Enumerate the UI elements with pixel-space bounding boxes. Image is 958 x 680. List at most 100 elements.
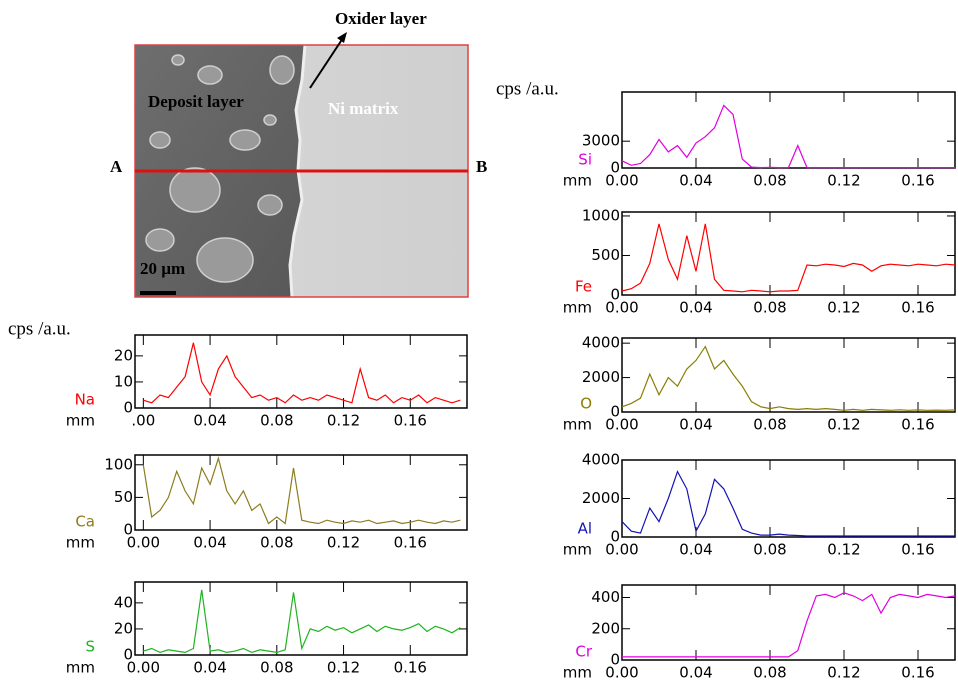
x-tick-label: 0.16 [394,412,427,430]
y-tick-label: 0 [610,528,620,546]
y-tick-label: 0 [610,286,620,304]
profile-line [621,223,956,293]
line-chart: 0 200 400 0.00 0.04 0.08 0.12 0.16 Cr mm [563,584,956,680]
matrix-label: Ni matrix [328,99,399,118]
x-tick-label: .00 [131,412,155,430]
y-tick-label: 0 [610,403,620,421]
x-tick-label: 0.04 [193,659,226,677]
x-tick-label: 0.16 [394,659,427,677]
x-tick-label: 0.12 [327,659,360,677]
profile-line [143,342,461,404]
oxide-label: Oxider layer [335,9,427,28]
profile-line [622,592,956,658]
plot-frame [621,91,956,169]
element-label: Ca [75,513,95,531]
profile-line [621,470,955,537]
x-axis-label: mm [66,659,95,677]
y-tick-label: 1000 [582,206,620,224]
x-axis-label: mm [563,664,592,680]
x-tick-label: 0.04 [679,299,712,317]
x-tick-label: 0.12 [827,416,860,434]
arrow-head [337,32,347,43]
line-chart: 0 2000 4000 0.00 0.04 0.08 0.12 0.16 Al mm [563,451,956,559]
y-tick-label: 3000 [582,132,620,150]
y-tick-label: 2000 [582,489,620,507]
x-tick-label: 0.00 [605,541,638,559]
element-label: Na [75,391,95,409]
x-tick-label: 0.08 [260,412,293,430]
x-tick-label: 0.12 [827,172,860,190]
x-tick-label: 0.00 [605,416,638,434]
x-tick-label: 0.12 [827,541,860,559]
x-tick-label: 0.00 [605,664,638,680]
element-label: Fe [575,278,592,296]
plot-frame [621,211,956,296]
deposit-label: Deposit layer [148,92,244,111]
y-tick-label: 0 [123,646,133,664]
plot-frame [621,459,956,538]
x-tick-label: 0.04 [679,541,712,559]
element-label: Cr [575,643,592,661]
x-tick-label: 0.16 [901,664,934,680]
x-tick-label: 0.04 [679,664,712,680]
pointer-arrow [309,37,344,89]
y-tick-label: 0 [610,159,620,177]
x-tick-label: 0.12 [827,299,860,317]
x-tick-label: 0.04 [679,416,712,434]
profile-line [143,589,461,654]
x-tick-label: 0.00 [605,299,638,317]
profile-line [621,104,955,169]
x-tick-label: 0.00 [127,534,160,552]
x-tick-label: 0.16 [394,534,427,552]
x-axis-label: mm [563,541,592,559]
x-axis-label: mm [563,416,592,434]
line-chart: 0 3000 0.00 0.04 0.08 0.12 0.16 Si mm [563,91,956,190]
y-tick-label: 20 [114,346,133,364]
sem-image: Oxider layer Deposit layer Ni matrix A B… [110,9,487,298]
line-chart: 0 20 40 0.00 0.04 0.08 0.12 0.16 Smm [66,581,468,677]
plot-frame [621,337,956,413]
y-tick-label: 2000 [582,368,620,386]
x-tick-label: 0.00 [127,659,160,677]
x-tick-label: 0.12 [327,412,360,430]
x-axis-label: mm [563,299,592,317]
point-b: B [476,157,487,176]
plot-frame [134,334,468,409]
x-axis-label: mm [66,534,95,552]
x-tick-label: 0.16 [901,299,934,317]
point-a: A [110,157,123,176]
y-tick-label: 100 [104,455,133,473]
x-tick-label: 0.04 [679,172,712,190]
y-tick-label: 0 [123,399,133,417]
element-label: Si [578,151,592,169]
y-tick-label: 0 [123,521,133,539]
y-tick-label: 40 [114,593,133,611]
y-tick-label: 20 [114,619,133,637]
element-label: O [580,395,592,413]
x-tick-label: 0.08 [753,416,786,434]
y-tick-label: 400 [591,588,620,606]
line-chart: 0 2000 4000 0.00 0.04 0.08 0.12 0.16 Omm [563,334,956,434]
plot-frame [621,584,956,661]
x-tick-label: 0.04 [193,412,226,430]
y-tick-label: 500 [591,246,620,264]
y-tick-label: 10 [114,372,133,390]
x-tick-label: 0.08 [753,299,786,317]
particles [145,54,295,283]
y-unit-left: cps /a.u. [8,318,71,339]
y-unit-right: cps /a.u. [496,78,559,99]
x-tick-label: 0.12 [827,664,860,680]
line-chart: 0 10 20 .00 0.04 0.08 0.12 0.16 Na mm [66,334,468,430]
x-axis-label: mm [66,412,95,430]
profile-line [142,456,461,525]
profile-line [621,345,956,411]
x-tick-label: 0.00 [605,172,638,190]
x-tick-label: 0.04 [193,534,226,552]
x-tick-label: 0.08 [260,534,293,552]
x-tick-label: 0.16 [901,172,934,190]
x-tick-label: 0.08 [753,541,786,559]
x-tick-label: 0.08 [260,659,293,677]
x-tick-label: 0.16 [901,416,934,434]
y-tick-label: 4000 [582,334,620,352]
x-tick-label: 0.08 [753,172,786,190]
